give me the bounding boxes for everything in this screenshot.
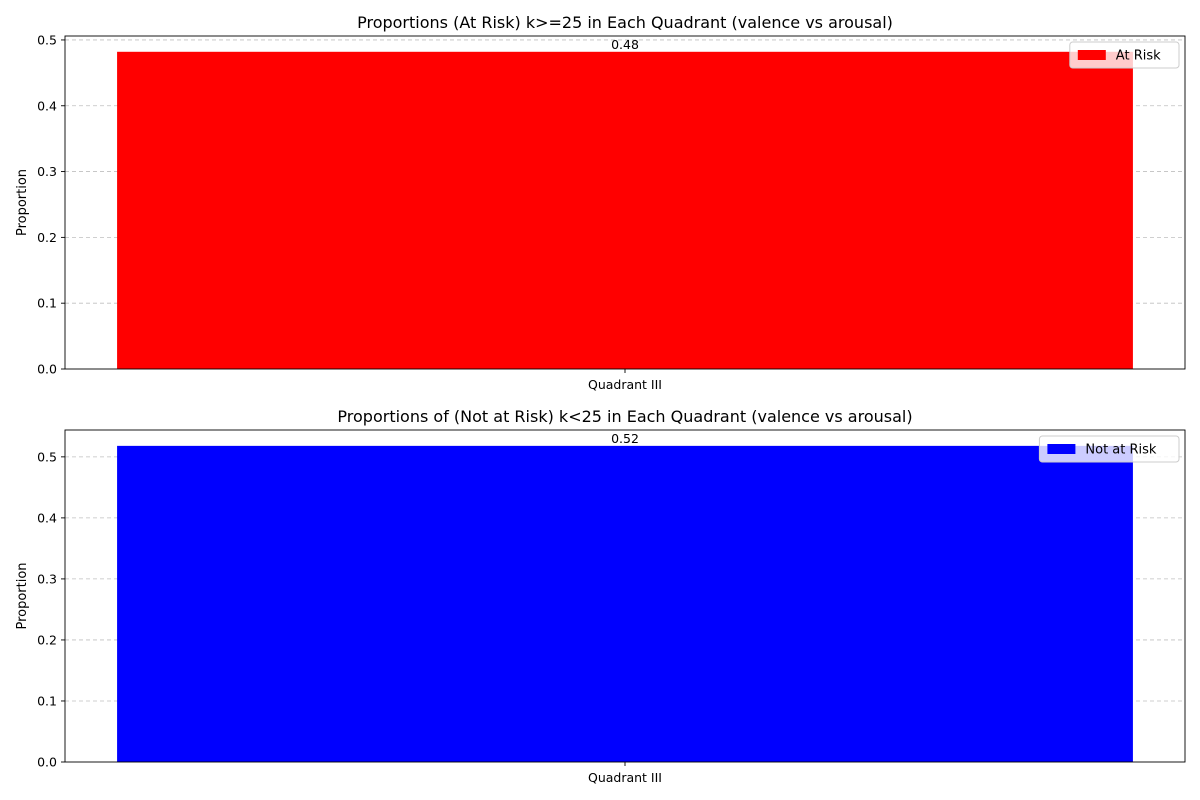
bar-not-at-risk — [117, 445, 1133, 762]
y-tick-label: 0.5 — [37, 449, 57, 464]
legend-swatch — [1047, 444, 1076, 454]
y-tick-label: 0.0 — [37, 755, 57, 770]
legend-label: Not at Risk — [1085, 443, 1157, 458]
x-tick-label: Quadrant III — [588, 377, 662, 392]
chart-title: Proportions (At Risk) k>=25 in Each Quad… — [357, 13, 893, 32]
data-label: 0.52 — [611, 431, 639, 446]
legend-swatch — [1077, 50, 1106, 60]
y-tick-label: 0.3 — [37, 571, 57, 586]
chart-panel-1: 0.48 0.0 0.1 0.2 0.3 0.4 0.5 Quadrant III Propor… — [15, 13, 1186, 392]
data-label: 0.48 — [611, 37, 639, 52]
x-tick-label: Quadrant III — [588, 770, 662, 785]
y-tick-label: 0.1 — [37, 693, 57, 708]
legend: Not at Risk — [1038, 435, 1180, 463]
y-tick-label: 0.4 — [37, 98, 57, 113]
chart-title: Proportions of (Not at Risk) k<25 in Eac… — [337, 407, 912, 426]
y-tick-label: 0.2 — [37, 230, 57, 245]
y-tick-label: 0.0 — [37, 362, 57, 377]
chart-panel-2: 0.52 0.0 0.1 0.2 0.3 0.4 0.5 Quadrant III Propor… — [15, 407, 1186, 785]
legend-label: At Risk — [1116, 49, 1161, 64]
legend-box — [1069, 41, 1180, 69]
y-axis-label: Proportion — [15, 169, 30, 236]
y-axis-label: Proportion — [15, 562, 30, 629]
y-tick-label: 0.1 — [37, 296, 57, 311]
y-tick-label: 0.5 — [37, 32, 57, 47]
y-tick-label: 0.3 — [37, 164, 57, 179]
legend: At Risk — [1069, 41, 1180, 69]
legend-box — [1038, 435, 1180, 463]
bar-at-risk — [117, 51, 1133, 370]
y-tick-label: 0.2 — [37, 632, 57, 647]
y-tick-label: 0.4 — [37, 510, 57, 525]
